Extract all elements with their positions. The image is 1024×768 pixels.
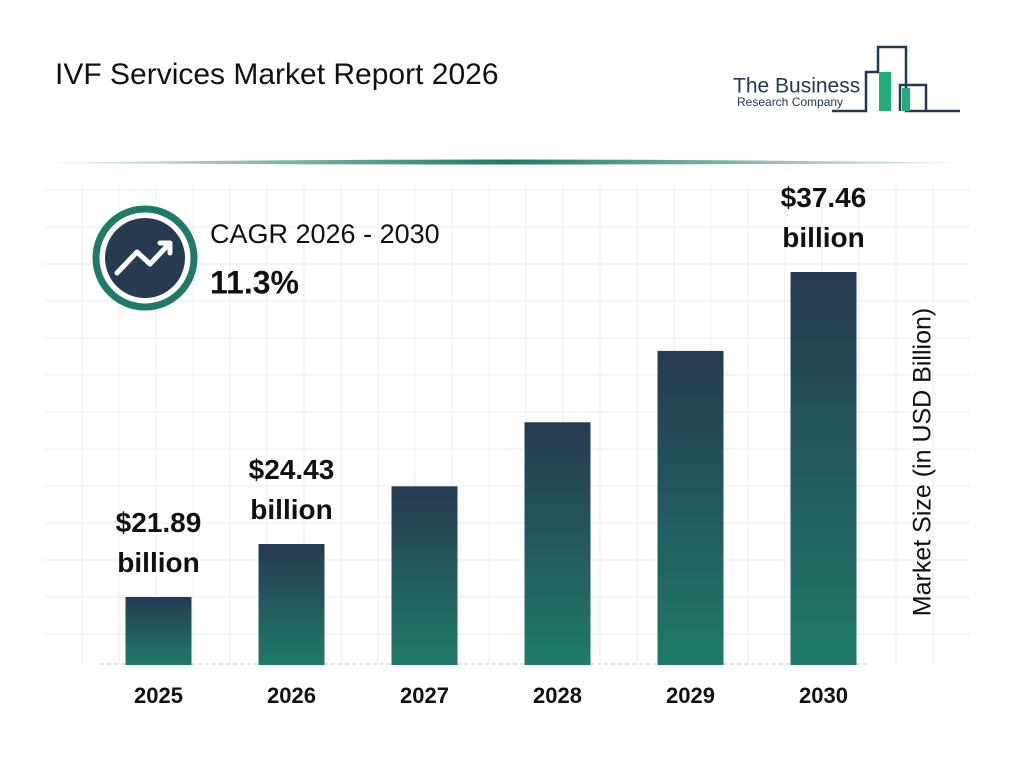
x-tick-label: 2030 (799, 683, 848, 708)
bar (657, 350, 724, 665)
bar (391, 486, 458, 665)
chart-title: IVF Services Market Report 2026 (55, 58, 499, 91)
x-tick-label: 2026 (267, 683, 316, 708)
value-label: $37.46 billion (780, 182, 867, 253)
bar (125, 597, 192, 665)
x-tick-label: 2025 (134, 683, 183, 708)
value-label: $21.89 billion (115, 507, 202, 578)
logo (832, 45, 960, 113)
cagr-label: CAGR 2026 - 2030 (210, 219, 440, 249)
bar (258, 543, 325, 665)
value-label: $24.43 billion (248, 453, 335, 525)
x-tick-label: 2028 (533, 683, 582, 708)
y-axis-label: Market Size (in USD Billion) (909, 308, 937, 616)
bar (790, 272, 857, 665)
x-tick-label: 2029 (666, 683, 715, 708)
logo-name: The Business (733, 75, 860, 98)
x-tick-label: 2027 (400, 683, 449, 708)
bar (524, 422, 591, 665)
divider (40, 159, 970, 165)
trend-icon (114, 240, 173, 276)
cagr-value: 11.3% (210, 264, 299, 300)
logo-subtitle: Research Company (737, 95, 843, 109)
